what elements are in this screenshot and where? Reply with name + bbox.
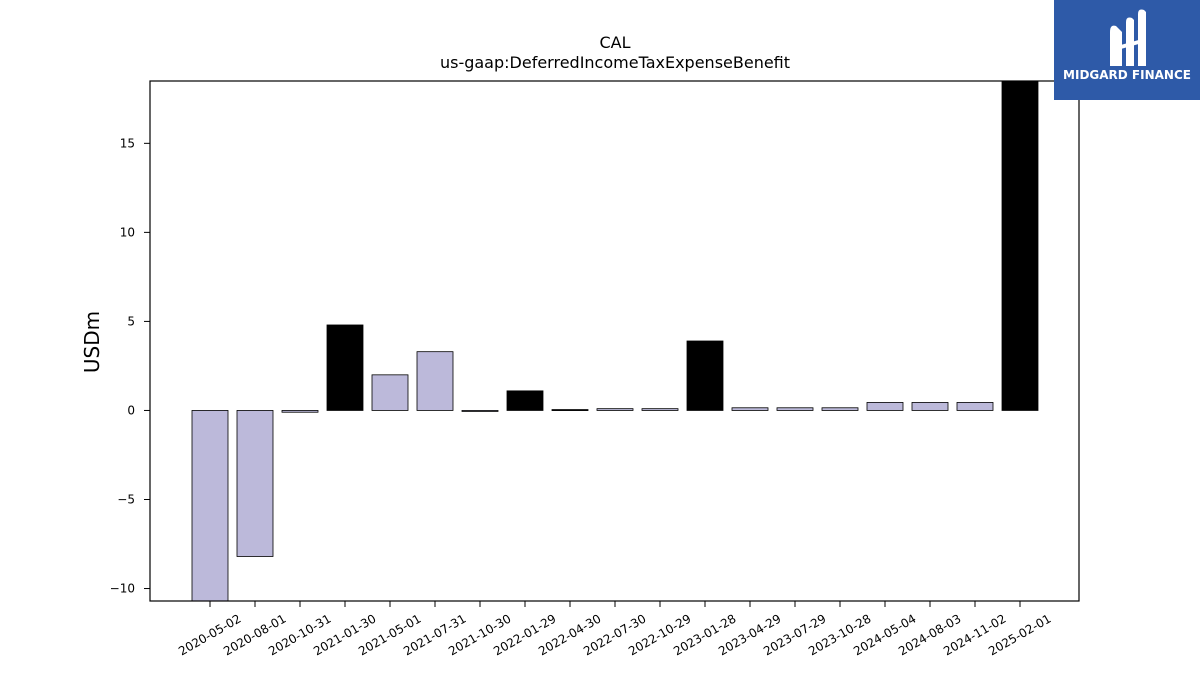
bar-2022-01-29 xyxy=(506,390,544,411)
x-ticks: 2020-05-022020-08-012020-10-312021-01-30… xyxy=(176,601,1054,658)
bar-2022-10-29 xyxy=(641,408,679,411)
bar-2024-05-04 xyxy=(866,402,904,411)
plot-frame xyxy=(149,80,1080,602)
y-tick-label: 10 xyxy=(120,225,135,239)
y-ticks: −10 −5 0 5 10 15 xyxy=(110,136,150,596)
y-tick-label: 5 xyxy=(127,314,135,328)
bar-2023-07-29 xyxy=(776,407,814,411)
logo-text: MIDGARD FINANCE xyxy=(1063,68,1191,82)
bar-2020-05-02 xyxy=(191,410,229,602)
chart-title: CAL xyxy=(599,33,630,52)
bar-2021-01-30 xyxy=(326,324,364,411)
bar-2020-10-31 xyxy=(281,410,319,413)
bar-2024-11-02 xyxy=(956,402,994,411)
logo-mark-icon xyxy=(1110,9,1146,67)
y-tick-label: 15 xyxy=(120,136,135,150)
bar-2023-01-28 xyxy=(686,340,724,411)
bar-2022-04-30 xyxy=(551,409,589,411)
y-tick-label: −5 xyxy=(117,492,135,506)
bar-2024-08-03 xyxy=(911,402,949,411)
bar-2025-02-01 xyxy=(1001,80,1039,411)
bar-2023-04-29 xyxy=(731,407,769,411)
chart-subtitle: us-gaap:DeferredIncomeTaxExpenseBenefit xyxy=(440,53,790,72)
bar-2021-10-30 xyxy=(461,410,499,412)
bar-2023-10-28 xyxy=(821,407,859,411)
bar-2021-05-01 xyxy=(371,374,409,411)
y-tick-label: 0 xyxy=(127,403,135,417)
bars-group xyxy=(191,80,1039,602)
bar-2022-07-30 xyxy=(596,408,634,411)
bar-2020-08-01 xyxy=(236,410,274,557)
brand-logo: MIDGARD FINANCE xyxy=(1054,0,1200,100)
y-tick-label: −10 xyxy=(110,582,135,596)
y-axis-label: USDm xyxy=(80,311,104,373)
bar-2021-07-31 xyxy=(416,351,454,411)
